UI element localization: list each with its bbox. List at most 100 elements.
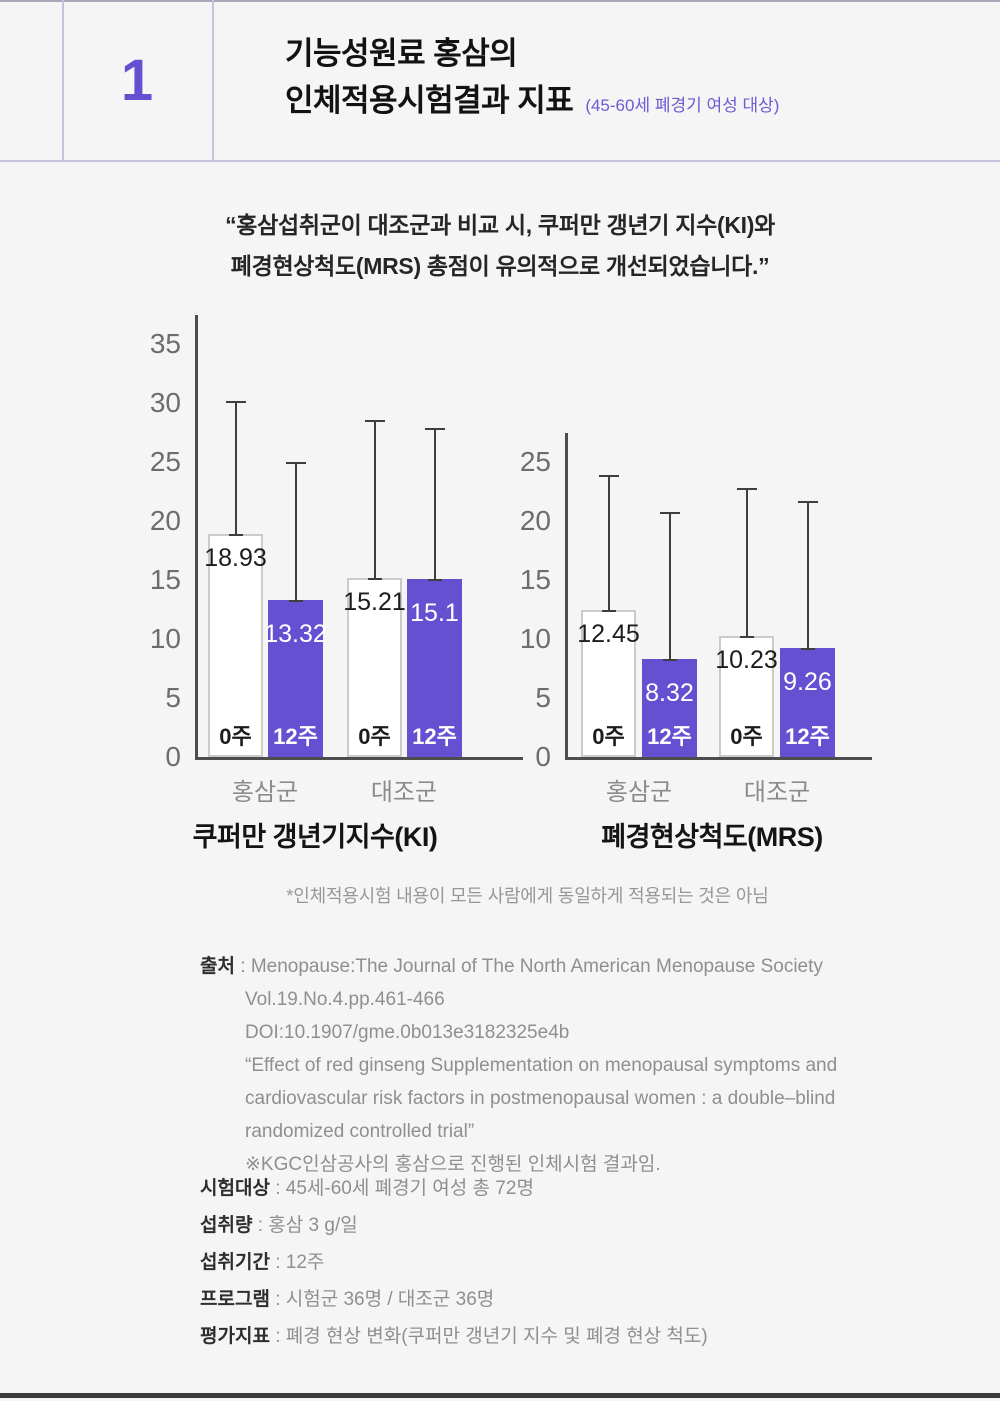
error-bar-line	[433, 428, 436, 579]
bar	[642, 658, 697, 757]
bar-value-label: 18.93	[204, 543, 267, 572]
x-axis	[195, 757, 523, 760]
y-tick-label: 10	[149, 623, 181, 654]
y-tick-label: 35	[149, 328, 181, 359]
bar-value-label: 9.26	[783, 667, 832, 696]
error-bar-cap-bottom	[601, 610, 616, 613]
bar-category-label: 0주	[219, 724, 252, 749]
detail-row: 프로그램 : 시험군 36명 / 대조군 36명	[200, 1289, 495, 1310]
error-bar-line	[294, 463, 297, 600]
y-tick-label: 20	[519, 505, 551, 536]
error-bar-cap-top	[797, 501, 818, 504]
group-label: 홍삼군	[231, 779, 299, 806]
y-tick-label: 15	[149, 564, 181, 595]
detail-label: 시험대상	[200, 1178, 270, 1199]
error-bar-cap-top	[736, 488, 757, 491]
detail-label: 평가지표	[200, 1326, 270, 1347]
bar-value-label: 15.1	[410, 598, 459, 627]
error-bar-cap-bottom	[739, 636, 754, 639]
summary-quote-line2: 폐경현상척도(MRS) 총점이 유의적으로 개선되었습니다.”	[230, 253, 770, 279]
detail-label: 섭취량	[200, 1215, 253, 1236]
error-bar-line	[234, 401, 237, 534]
bar	[268, 599, 323, 757]
y-tick-label: 5	[165, 682, 181, 713]
header-divider-right	[212, 0, 214, 160]
page-subtitle: (45-60세 폐경기 여성 대상)	[585, 96, 780, 115]
bar-value-label: 10.23	[715, 646, 778, 675]
error-bar-cap-top	[659, 511, 680, 514]
y-tick-label: 15	[519, 564, 551, 595]
detail-label: 섭취기간	[200, 1252, 270, 1273]
bar-value-label: 12.45	[577, 620, 640, 649]
bar-category-label: 0주	[358, 724, 391, 749]
page-title: 기능성원료 홍삼의 인체적용시험결과 지표 (45-60세 폐경기 여성 대상)	[285, 30, 779, 129]
detail-row: 시험대상 : 45세-60세 폐경기 여성 총 72명	[200, 1178, 534, 1199]
y-tick-label: 30	[149, 387, 181, 418]
y-tick-label: 20	[149, 505, 181, 536]
error-bar-cap-top	[364, 419, 385, 422]
error-bar-line	[373, 420, 376, 578]
bar-category-label: 12주	[647, 724, 692, 749]
bar-value-label: 15.21	[343, 587, 406, 616]
header-top-border	[0, 0, 1000, 2]
y-tick-label: 5	[535, 682, 551, 713]
error-bar-cap-top	[424, 427, 445, 430]
y-axis	[195, 314, 198, 760]
source-label: 출처	[200, 956, 235, 977]
error-bar-cap-top	[598, 475, 619, 478]
summary-quote-line1: “홍삼섭취군이 대조군과 비교 시, 쿠퍼만 갱년기 지수(KI)와	[225, 212, 775, 238]
error-bar-cap-bottom	[367, 577, 382, 580]
bar-value-label: 13.32	[264, 619, 327, 648]
group-label: 대조군	[370, 779, 438, 806]
detail-row: 섭취기간 : 12주	[200, 1252, 325, 1273]
detail-label: 프로그램	[200, 1289, 270, 1310]
error-bar-cap-bottom	[800, 647, 815, 650]
bar-category-label: 12주	[273, 724, 318, 749]
summary-quote: “홍삼섭취군이 대조군과 비교 시, 쿠퍼만 갱년기 지수(KI)와 폐경현상척…	[0, 205, 1000, 287]
error-bar-line	[745, 489, 748, 637]
bar-category-label: 12주	[785, 724, 830, 749]
bar-category-label: 12주	[412, 724, 457, 749]
y-tick-label: 25	[149, 446, 181, 477]
bar	[407, 578, 462, 757]
error-bar-line	[607, 476, 610, 611]
error-bar-cap-bottom	[228, 533, 243, 536]
error-bar-cap-top	[285, 462, 306, 465]
x-axis	[565, 757, 872, 760]
y-tick-label: 0	[165, 741, 181, 772]
bar	[581, 610, 636, 757]
chart-title: 쿠퍼만 갱년기지수(KI)	[192, 822, 438, 852]
source-line: Vol.19.No.4.pp.461-466	[245, 989, 445, 1010]
detail-row: 평가지표 : 폐경 현상 변화(쿠퍼만 갱년기 지수 및 폐경 현상 척도)	[200, 1326, 708, 1347]
bar	[208, 533, 263, 757]
y-tick-label: 25	[519, 446, 551, 477]
error-bar-cap-bottom	[662, 658, 677, 661]
source-line: “Effect of red ginseng Supplementation o…	[245, 1055, 838, 1076]
page-bottom-border	[0, 1393, 1000, 1398]
chart-title: 폐경현상척도(MRS)	[601, 822, 823, 852]
error-bar-cap-bottom	[427, 578, 442, 581]
error-bar-cap-top	[225, 400, 246, 403]
y-tick-label: 0	[535, 741, 551, 772]
source-line: ※KGC인삼공사의 홍삼으로 진행된 인체시험 결과임.	[245, 1154, 661, 1175]
detail-row: 섭취량 : 홍삼 3 g/일	[200, 1215, 358, 1236]
y-axis	[565, 432, 568, 760]
error-bar-line	[668, 512, 671, 659]
bar-category-label: 0주	[592, 724, 625, 749]
source-line: cardiovascular risk factors in postmenop…	[245, 1088, 836, 1109]
page-title-line1: 기능성원료 홍삼의	[285, 36, 518, 71]
source-block: 출처 : Menopause:The Journal of The North …	[200, 950, 837, 1181]
bar	[780, 647, 835, 757]
y-tick-label: 10	[519, 623, 551, 654]
bar	[719, 636, 774, 757]
bar	[347, 577, 402, 757]
group-label: 대조군	[743, 779, 811, 806]
disclaimer: *인체적용시험 내용이 모든 사람에게 동일하게 적용되는 것은 아님	[286, 886, 769, 906]
error-bar-line	[806, 502, 809, 648]
page-title-line2-text: 인체적용시험결과 지표	[285, 83, 574, 118]
page-title-line2: 인체적용시험결과 지표 (45-60세 폐경기 여성 대상)	[285, 77, 779, 129]
header-bottom-border	[0, 160, 1000, 162]
section-number: 1	[120, 47, 154, 113]
